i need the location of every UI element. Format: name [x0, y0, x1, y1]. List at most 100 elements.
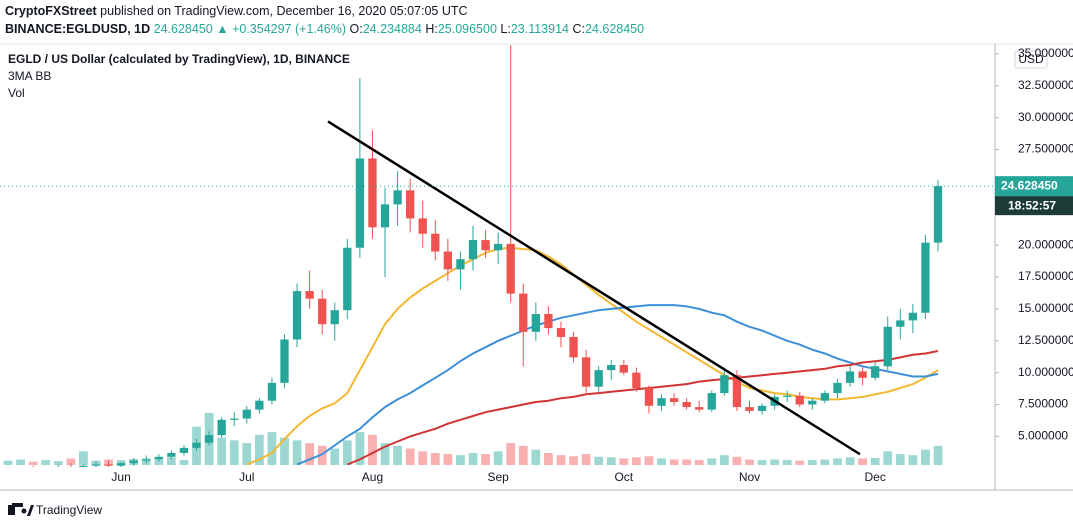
- ohlc-key: C:: [572, 22, 585, 36]
- volume-bar: [456, 455, 465, 465]
- candle-body: [368, 158, 377, 228]
- candle-body: [707, 393, 716, 410]
- ohlc-value: 24.628450: [585, 22, 644, 36]
- last-price-label: 24.628450: [1001, 178, 1058, 192]
- volume-bar: [393, 445, 402, 465]
- volume-bar: [355, 432, 365, 465]
- volume-bar: [594, 456, 604, 465]
- candle-body: [896, 320, 905, 327]
- symbol-line: BINANCE:EGLDUSD, 1D 24.628450 ▲ +0.35429…: [5, 22, 644, 36]
- volume-bar: [280, 437, 289, 465]
- volume-bar: [669, 459, 679, 465]
- candle-body: [355, 158, 365, 248]
- candle-body: [255, 400, 264, 410]
- candle-body: [217, 419, 226, 436]
- volume-bar: [795, 460, 805, 465]
- candle-body: [732, 375, 742, 408]
- volume-bar: [430, 452, 440, 465]
- candle-body: [280, 339, 289, 383]
- volume-bar: [317, 445, 327, 465]
- candle-body: [79, 465, 88, 467]
- candle-body: [468, 240, 478, 260]
- symbol: BINANCE:EGLDUSD, 1D: [5, 22, 150, 36]
- candle-body: [431, 233, 440, 252]
- candle-body: [179, 447, 189, 453]
- volume-bar: [531, 449, 541, 465]
- volume-bar: [443, 454, 453, 465]
- candle-body: [418, 218, 427, 234]
- indicator-label: 3MA BB: [8, 69, 51, 83]
- volume-bar: [908, 455, 918, 465]
- volume-bar: [154, 459, 164, 465]
- ohlc-key: O:: [350, 22, 363, 36]
- candle-body: [544, 314, 553, 329]
- x-tick-label: Jun: [111, 470, 130, 484]
- indicator-label: Vol: [8, 86, 25, 100]
- volume-bar: [28, 461, 38, 465]
- volume-bar: [254, 434, 264, 465]
- volume-bar: [330, 448, 340, 465]
- change: ▲ +0.354297 (+1.46%): [216, 22, 346, 36]
- trendline: [327, 120, 861, 456]
- candle-body: [204, 435, 214, 443]
- candle-body: [330, 310, 339, 325]
- volume-bar: [921, 449, 930, 465]
- candle-body: [230, 418, 239, 420]
- x-tick-label: Aug: [362, 470, 383, 484]
- ohlc-value: 24.234884: [363, 22, 422, 36]
- candle-body: [318, 298, 327, 325]
- candle-body: [4, 471, 12, 472]
- volume-bar: [79, 451, 88, 465]
- candle-body: [531, 314, 540, 332]
- volume-bar: [493, 451, 503, 465]
- candle-body: [29, 470, 37, 471]
- ohlc-key: L:: [500, 22, 510, 36]
- volume-bar: [631, 457, 641, 465]
- candle-body: [406, 190, 415, 219]
- candle-body: [91, 464, 101, 466]
- volume-bar: [707, 458, 717, 465]
- volume-bar: [217, 437, 227, 465]
- candle-body: [393, 190, 402, 205]
- candle-body: [443, 251, 453, 270]
- candle-body: [506, 243, 515, 294]
- x-tick-label: Sep: [487, 470, 509, 484]
- volume-bar: [745, 459, 754, 465]
- publisher: CryptoFXStreet: [5, 4, 98, 18]
- currency-box: [1014, 50, 1048, 69]
- volume-bar: [342, 440, 352, 465]
- volume-bar: [368, 434, 377, 465]
- candle-body: [581, 357, 591, 387]
- volume-bar: [619, 458, 629, 465]
- candle-body: [142, 459, 151, 461]
- volume-bar: [481, 454, 490, 465]
- volume-bar: [694, 460, 704, 465]
- chart-title: EGLD / US Dollar (calculated by TradingV…: [8, 52, 350, 66]
- volume-bar: [418, 451, 428, 465]
- candle-body: [16, 470, 24, 471]
- volume-bar: [895, 454, 905, 465]
- candle-body: [242, 409, 251, 419]
- candle-body: [129, 460, 138, 464]
- candle-body: [556, 328, 566, 337]
- candle-body: [343, 247, 352, 311]
- volume-bar: [606, 457, 616, 465]
- candle-body: [833, 382, 842, 394]
- candle-body: [745, 407, 754, 411]
- candle-body: [921, 242, 930, 313]
- candle-body: [267, 382, 277, 401]
- ohlc-key: H:: [425, 22, 438, 36]
- volume-bar: [933, 445, 943, 465]
- candle-body: [883, 326, 892, 367]
- y-tick-label: 35.000000: [1018, 46, 1073, 60]
- volume-bar: [468, 452, 478, 465]
- candle-body: [632, 372, 641, 388]
- candle-body: [154, 456, 163, 460]
- candle-body: [908, 312, 918, 321]
- ohlc-value: 25.096500: [438, 22, 497, 36]
- x-tick-label: Oct: [614, 470, 633, 484]
- volume-bar: [53, 461, 63, 465]
- currency: USD: [1018, 52, 1044, 66]
- last: 24.628450: [154, 22, 213, 36]
